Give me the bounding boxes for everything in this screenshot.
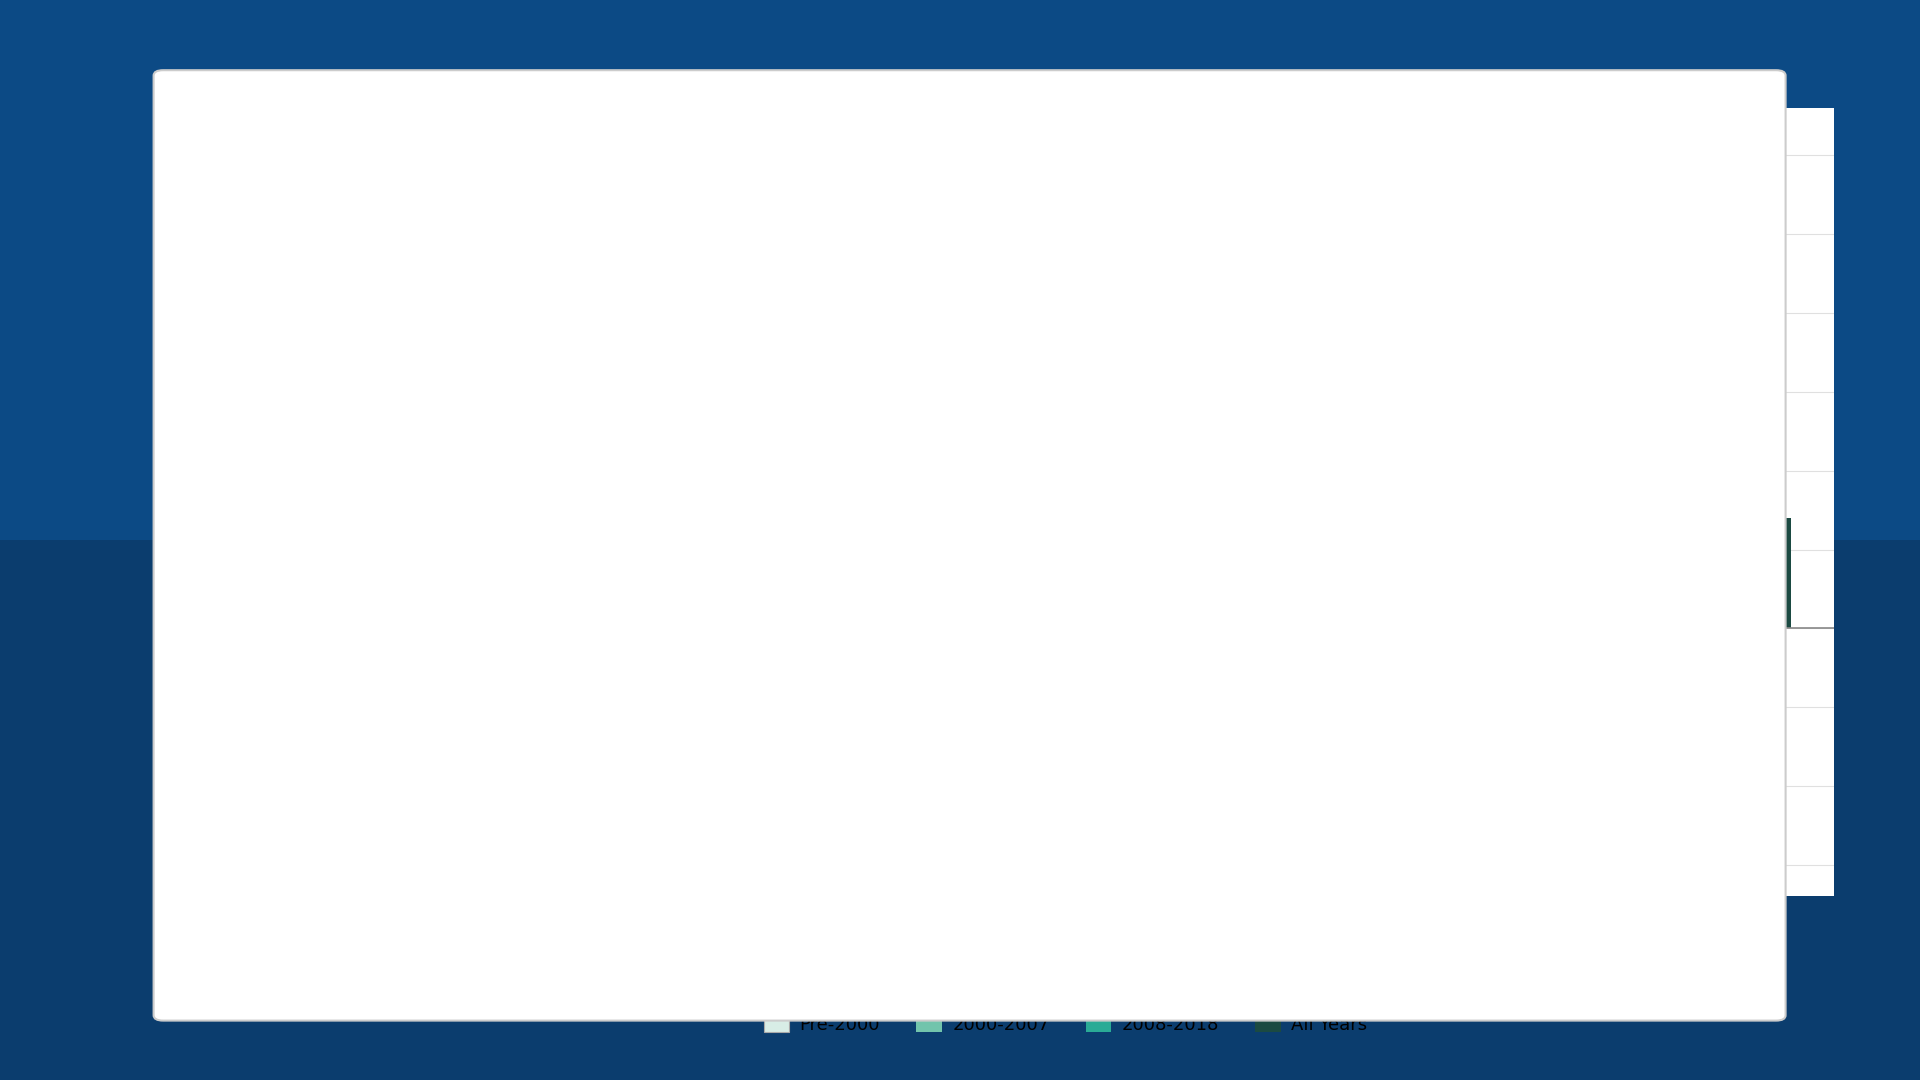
Text: 19%: 19% <box>670 301 714 320</box>
Text: 0%: 0% <box>1016 600 1041 619</box>
Legend: Pre-2000, 2000-2007, 2008-2018, All Years: Pre-2000, 2000-2007, 2008-2018, All Year… <box>756 1008 1375 1041</box>
Text: 12%: 12% <box>1528 411 1567 430</box>
Text: 3%: 3% <box>1634 554 1661 571</box>
Bar <box>0 0 1920 540</box>
Bar <box>1404 629 1494 723</box>
Text: -6%: -6% <box>912 734 945 752</box>
Text: 7%: 7% <box>1730 490 1761 509</box>
Bar <box>349 629 440 818</box>
Text: 28%: 28% <box>574 160 611 177</box>
Text: -6%: -6% <box>1432 734 1465 752</box>
Bar <box>647 328 737 629</box>
Bar <box>1503 440 1592 629</box>
Y-axis label: Contribution to Total Value Creation: Contribution to Total Value Creation <box>207 320 225 685</box>
Bar <box>1181 440 1271 629</box>
Bar <box>449 440 540 629</box>
Text: 12%: 12% <box>476 411 513 430</box>
Bar <box>1083 234 1171 629</box>
Bar <box>1601 581 1692 629</box>
Bar <box>1701 518 1791 629</box>
Bar <box>547 187 637 629</box>
Bar <box>883 629 973 723</box>
Text: -12%: -12% <box>372 828 417 847</box>
Text: 25%: 25% <box>1108 206 1146 225</box>
Text: 12%: 12% <box>1204 411 1248 430</box>
